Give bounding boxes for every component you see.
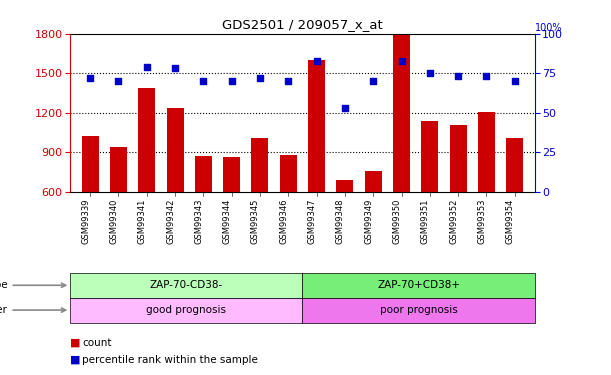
Text: GSM99343: GSM99343 <box>194 198 203 244</box>
Bar <box>450 124 467 192</box>
Point <box>453 74 463 80</box>
Text: ZAP-70-CD38-: ZAP-70-CD38- <box>150 280 223 290</box>
Point <box>397 58 406 64</box>
Point <box>170 66 180 72</box>
Bar <box>507 138 523 192</box>
Point <box>340 105 350 111</box>
Bar <box>70 298 302 322</box>
Text: GSM99341: GSM99341 <box>137 198 147 243</box>
Bar <box>337 180 353 192</box>
Text: GSM99344: GSM99344 <box>222 198 232 243</box>
Text: GSM99352: GSM99352 <box>449 198 458 243</box>
Text: GSM99349: GSM99349 <box>364 198 373 243</box>
Point <box>284 78 293 84</box>
Bar <box>302 298 535 322</box>
Point <box>142 64 152 70</box>
Point <box>481 74 491 80</box>
Text: ■: ■ <box>70 355 84 365</box>
Text: percentile rank within the sample: percentile rank within the sample <box>82 355 258 365</box>
Text: cell type: cell type <box>0 280 65 290</box>
Bar <box>138 88 155 192</box>
Text: ■: ■ <box>70 338 84 348</box>
Bar <box>223 157 240 192</box>
Point <box>227 78 236 84</box>
Text: GSM99340: GSM99340 <box>109 198 119 243</box>
Text: GSM99347: GSM99347 <box>307 198 316 244</box>
Text: 100%: 100% <box>535 23 562 33</box>
Bar <box>302 273 535 298</box>
Bar <box>110 147 127 192</box>
Text: count: count <box>82 338 112 348</box>
Text: ZAP-70+CD38+: ZAP-70+CD38+ <box>377 280 460 290</box>
Text: GSM99348: GSM99348 <box>336 198 345 244</box>
Point <box>368 78 378 84</box>
Text: GSM99354: GSM99354 <box>506 198 515 243</box>
Bar <box>365 171 382 192</box>
Point <box>199 78 208 84</box>
Text: GSM99346: GSM99346 <box>279 198 288 244</box>
Bar <box>82 136 98 192</box>
Text: GSM99342: GSM99342 <box>166 198 175 243</box>
Point <box>510 78 520 84</box>
Bar <box>195 156 212 192</box>
Bar <box>308 60 325 192</box>
Bar <box>393 35 410 192</box>
Text: other: other <box>0 305 65 315</box>
Bar <box>280 155 297 192</box>
Text: GSM99345: GSM99345 <box>251 198 260 243</box>
Point <box>114 78 123 84</box>
Bar <box>422 121 438 192</box>
Bar <box>70 273 302 298</box>
Point <box>85 75 95 81</box>
Text: GSM99339: GSM99339 <box>81 198 90 244</box>
Point <box>425 70 435 76</box>
Text: GSM99350: GSM99350 <box>392 198 401 243</box>
Title: GDS2501 / 209057_x_at: GDS2501 / 209057_x_at <box>222 18 383 31</box>
Point <box>255 75 265 81</box>
Text: GSM99353: GSM99353 <box>477 198 486 244</box>
Bar <box>252 138 268 192</box>
Text: good prognosis: good prognosis <box>147 305 226 315</box>
Text: poor prognosis: poor prognosis <box>379 305 458 315</box>
Bar <box>167 108 183 192</box>
Point <box>312 58 321 64</box>
Bar <box>478 112 495 192</box>
Text: GSM99351: GSM99351 <box>421 198 430 243</box>
